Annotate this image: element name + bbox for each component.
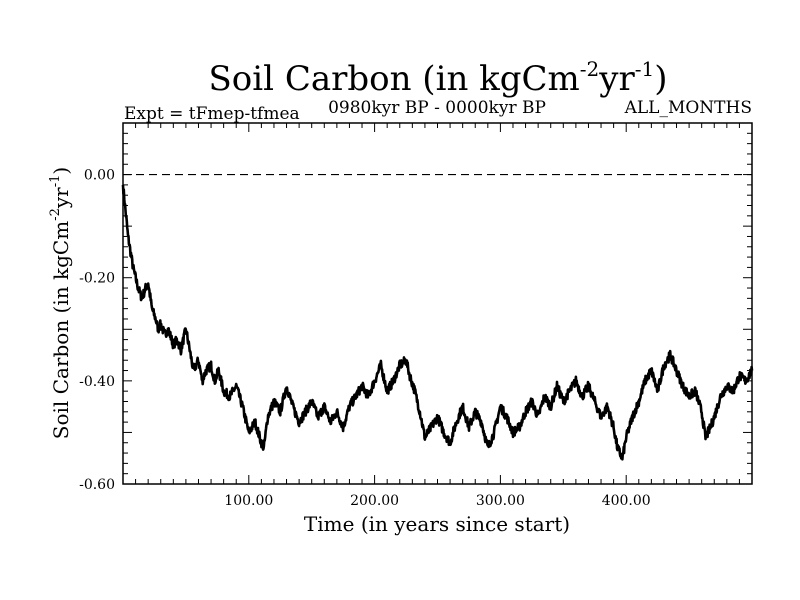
x-tick-label: 200.00 — [350, 493, 399, 509]
y-tick-labels: 0.00 -0.20 -0.40 -0.60 — [79, 168, 115, 493]
y-tick-label: 0.00 — [84, 168, 115, 184]
series-line — [121, 184, 754, 461]
x-tick-label: 100.00 — [224, 493, 273, 509]
y-tick-label: -0.20 — [79, 271, 115, 287]
y-axis-label: Soil Carbon (in kgCm-2yr-1) — [48, 167, 73, 439]
x-axis-label: Time (in years since start) — [304, 512, 570, 536]
y-tick-label: -0.60 — [79, 477, 115, 493]
x-tick-labels: 100.00 200.00 300.00 400.00 — [224, 493, 650, 509]
chart-title: Soil Carbon (in kgCm-2yr-1) — [209, 57, 668, 99]
y-tick-label: -0.40 — [79, 374, 115, 390]
x-tick-label: 300.00 — [476, 493, 525, 509]
plot-frame — [122, 122, 753, 485]
subtitle-right: ALL_MONTHS — [624, 98, 752, 118]
subtitle-center: 0980kyr BP - 0000kyr BP — [328, 98, 546, 118]
x-tick-label: 400.00 — [602, 493, 651, 509]
subtitle-left: Expt = tFmep-tfmea — [124, 104, 300, 124]
tick-marks — [123, 122, 752, 485]
